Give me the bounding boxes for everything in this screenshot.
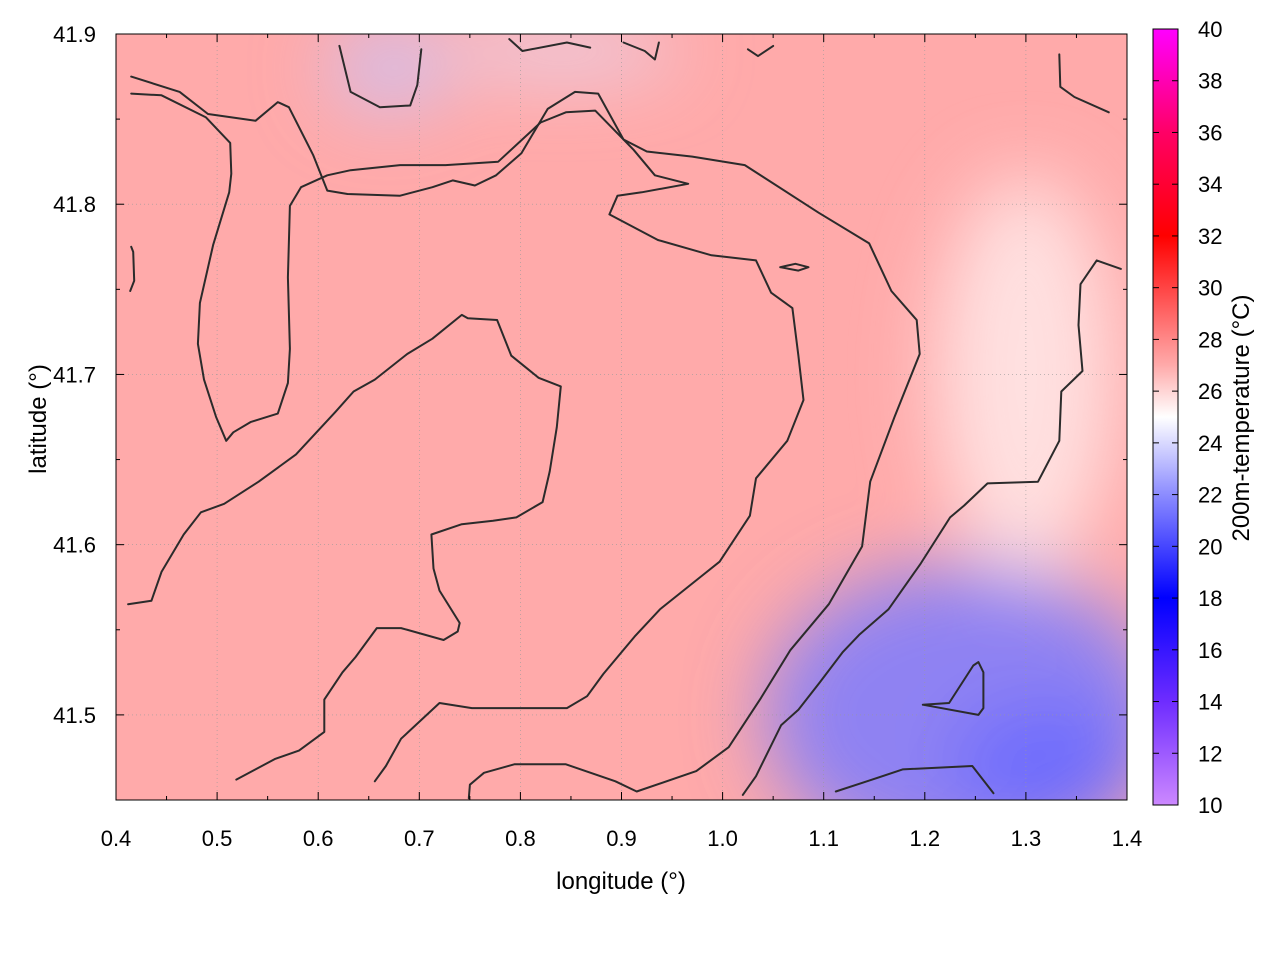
x-tick-label: 1.2 (910, 826, 941, 851)
colorbar-tick-label: 30 (1198, 276, 1222, 301)
contour-west-edge (129, 245, 136, 292)
colorbar-ticks: 10 12 14 16 18 20 22 24 26 28 30 32 34 36 38 40 (1153, 17, 1222, 818)
x-tick-label: 0.6 (303, 826, 334, 851)
contour-northwest (130, 75, 921, 800)
contour-southeast-loop (921, 661, 985, 716)
contour-cold-north-b (508, 38, 592, 52)
colorbar-tick-label: 18 (1198, 586, 1222, 611)
y-tick-label: 41.7 (53, 362, 96, 387)
contour-north-small (779, 262, 810, 272)
x-tick-label: 0.4 (101, 826, 132, 851)
contour-south (834, 765, 995, 795)
colorbar-tick-label: 16 (1198, 638, 1222, 663)
x-tick-label: 1.3 (1011, 826, 1042, 851)
contour-cold-north-a (338, 44, 423, 109)
field-region-cold-southeast-edge (956, 705, 1127, 800)
colorbar-tick-label: 22 (1198, 483, 1222, 508)
field-region-cool-north (440, 34, 681, 74)
y-tick-label: 41.9 (53, 22, 96, 47)
colorbar-tick-label: 10 (1198, 793, 1222, 818)
y-tick-label: 41.8 (53, 192, 96, 217)
y-axis-label: latitude (°) (25, 364, 52, 474)
colorbar-tick-label: 28 (1198, 327, 1222, 352)
colorbar-tick-label: 34 (1198, 172, 1222, 197)
field-region-cool-northwest (328, 34, 449, 109)
x-tick-label: 0.7 (404, 826, 435, 851)
colorbar-tick-label: 20 (1198, 534, 1222, 559)
contour-center (127, 313, 562, 781)
colorbar-tick-label: 38 (1198, 69, 1222, 94)
contour-east (741, 259, 1122, 796)
y-tick-label: 41.6 (53, 533, 96, 558)
colorbar-tick-label: 40 (1198, 17, 1222, 42)
x-tick-label: 1.4 (1112, 826, 1143, 851)
y-axis-ticks: 41.5 41.6 41.7 41.8 41.9 (53, 22, 1127, 801)
colorbar-gradient (1152, 28, 1179, 806)
x-tick-label: 0.9 (606, 826, 637, 851)
colorbar-label: 200m-temperature (°C) (1228, 294, 1255, 541)
colorbar-tick-label: 24 (1198, 431, 1222, 456)
x-tick-label: 0.5 (202, 826, 233, 851)
y-tick-label: 41.5 (53, 703, 96, 728)
contour-cold-north-c (622, 41, 660, 61)
plot-area: 0.4 0.5 0.6 0.7 0.8 0.9 1.0 1.1 1.2 1.3 1.4 41.541… (53, 22, 1143, 851)
contour-west (130, 92, 805, 783)
colorbar-tick-label: 12 (1198, 741, 1222, 766)
colorbar-tick-label: 36 (1198, 120, 1222, 145)
colorbar-tick-label: 26 (1198, 379, 1222, 404)
colorbar: 10 12 14 16 18 20 22 24 26 28 30 32 34 36 38 40 200m-te… (1152, 17, 1255, 818)
x-axis-label: longitude (°) (556, 868, 686, 895)
colorbar-tick-label: 14 (1198, 690, 1222, 715)
x-tick-label: 1.0 (707, 826, 738, 851)
grid-lines (116, 34, 1127, 800)
contour-northeast (1058, 53, 1110, 114)
x-tick-label: 1.1 (808, 826, 839, 851)
temperature-field (116, 34, 1127, 800)
contour-cold-north-d (746, 44, 775, 58)
x-axis-ticks: 0.4 0.5 0.6 0.7 0.8 0.9 1.0 1.1 1.2 1.3 1.4 (101, 34, 1143, 851)
contour-lines (127, 38, 1122, 800)
x-tick-label: 0.8 (505, 826, 536, 851)
colorbar-tick-label: 32 (1198, 224, 1222, 249)
